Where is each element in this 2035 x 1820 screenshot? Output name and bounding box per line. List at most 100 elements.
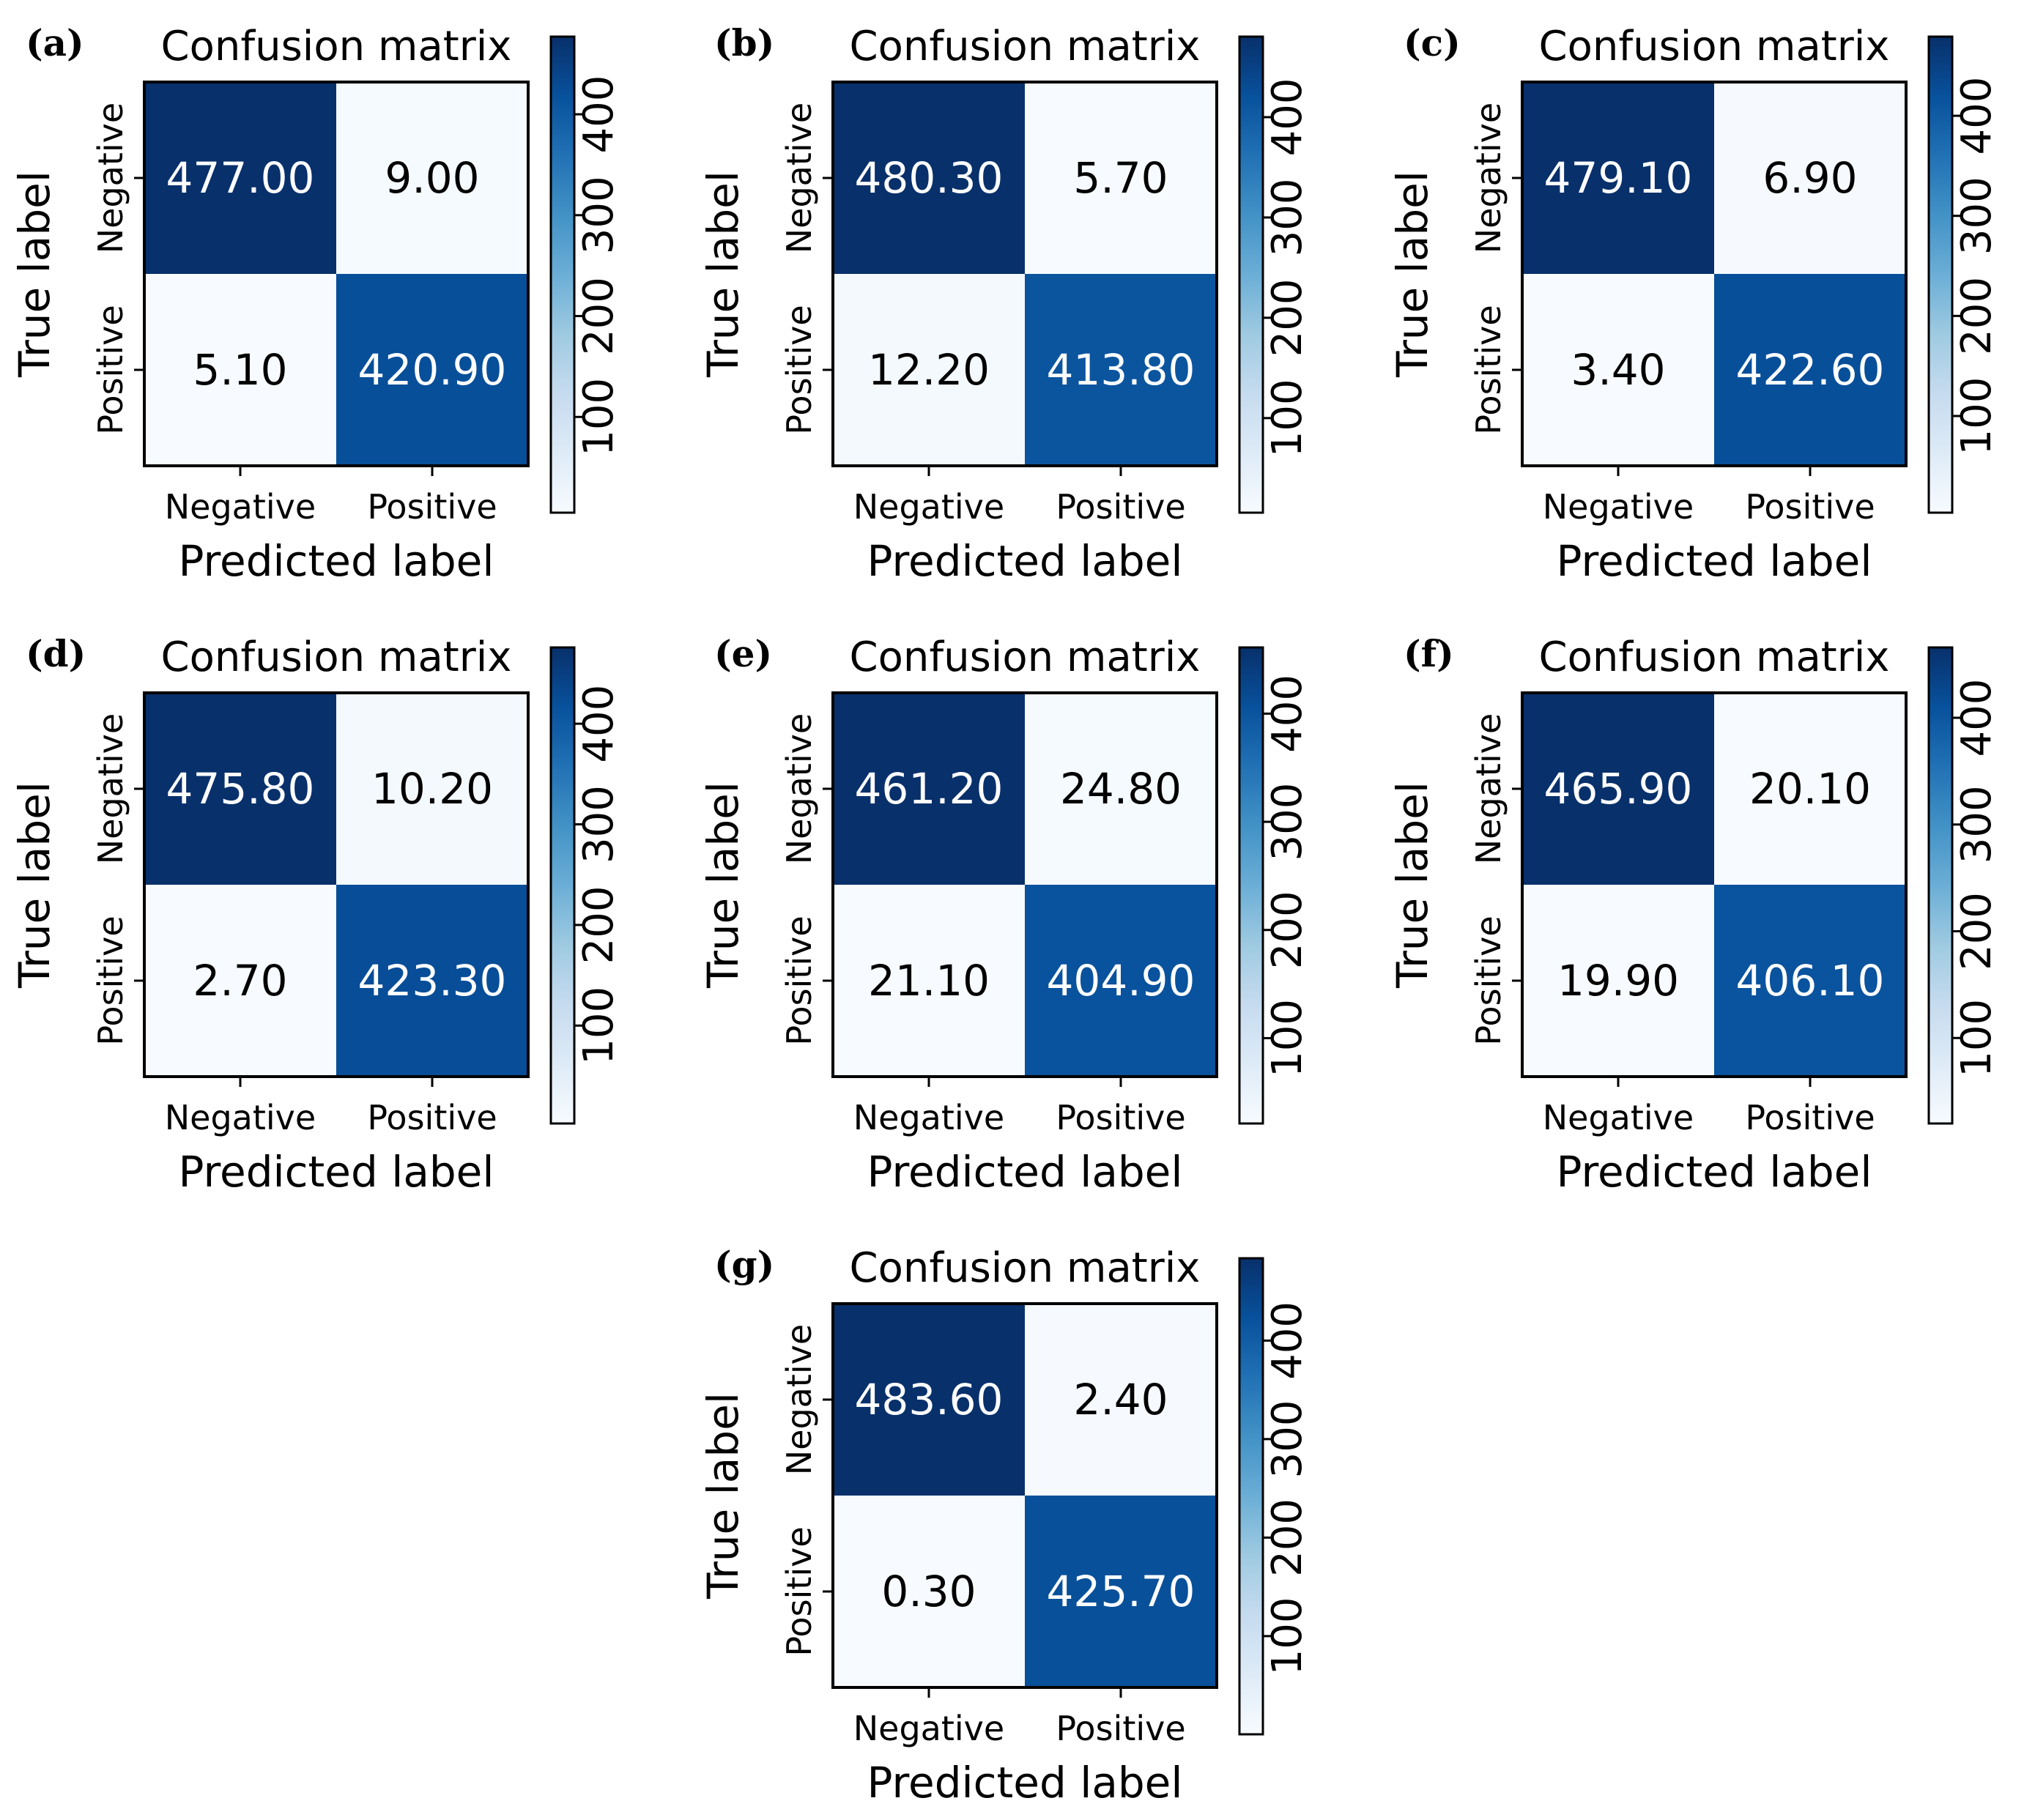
matrix-cell-r0-c1	[1714, 693, 1906, 885]
y-axis-label: True label	[1387, 171, 1437, 378]
y-axis-label: True label	[10, 171, 59, 378]
colorbar	[549, 35, 576, 514]
cell-value-label: 461.20	[855, 764, 1004, 814]
cell-value-label: 479.10	[1544, 153, 1693, 203]
colorbar-tick-label: 200	[575, 885, 623, 964]
confusion-matrix-panel-c: (c) Confusion matrix 479.10 6.90 3.40 422.60 N…	[1387, 21, 2001, 586]
x-axis-label: Predicted label	[867, 1758, 1183, 1808]
matrix-cell-r1-c0	[1522, 274, 1714, 466]
y-tick-label: Negative	[1469, 713, 1508, 864]
matrix-cell-r0-c0	[1522, 82, 1714, 274]
chart-title: Confusion matrix	[1539, 634, 1890, 681]
x-tick-label: Positive	[367, 1098, 497, 1137]
colorbar-tick-label: 400	[575, 75, 623, 154]
y-tick-label: Positive	[779, 305, 819, 434]
cell-value-label: 465.90	[1544, 764, 1693, 814]
matrix-cell-r0-c1	[336, 693, 528, 885]
chart-title: Confusion matrix	[161, 634, 512, 681]
matrix-frame	[1521, 691, 1908, 1078]
cell-value-label: 6.90	[1762, 153, 1857, 203]
panel-label: (c)	[1404, 21, 1461, 64]
colorbar	[1927, 646, 1954, 1125]
confusion-matrix-panel-d: (d) Confusion matrix 475.80 10.20 2.70 423.30…	[10, 632, 623, 1197]
cell-value-label: 423.30	[358, 956, 507, 1006]
confusion-matrix-panel-f: (f) Confusion matrix 465.90 20.10 19.90 406.1…	[1387, 632, 2001, 1197]
matrix-cell-r1-c1	[1025, 274, 1217, 466]
chart-title: Confusion matrix	[161, 23, 512, 70]
matrix-cell-r0-c1	[1025, 1304, 1217, 1496]
cell-value-label: 475.80	[166, 764, 315, 814]
colorbar-tick-label: 100	[575, 987, 623, 1065]
colorbar-tick-label: 400	[1264, 78, 1311, 157]
panel-label: (e)	[714, 632, 772, 675]
cell-value-label: 0.30	[881, 1567, 976, 1616]
matrix-frame	[831, 1302, 1218, 1689]
matrix-cell-r0-c0	[144, 693, 336, 885]
y-tick-label: Negative	[779, 713, 819, 864]
x-tick-label: Negative	[1543, 487, 1694, 527]
x-tick-label: Negative	[165, 487, 316, 527]
colorbar-tick-label: 300	[575, 176, 623, 254]
y-axis-label: True label	[698, 1392, 748, 1600]
matrix-cell-r1-c0	[144, 885, 336, 1077]
colorbar-tick-label: 300	[1953, 785, 2001, 863]
colorbar-tick-label: 300	[575, 785, 623, 863]
matrix-cell-r0-c0	[833, 82, 1025, 274]
chart-title: Confusion matrix	[850, 1244, 1201, 1292]
matrix-cell-r1-c1	[336, 885, 528, 1077]
y-tick-label: Negative	[779, 103, 819, 253]
panel-label: (a)	[26, 21, 84, 64]
matrix-cell-r0-c1	[1714, 82, 1906, 274]
y-axis-label: True label	[698, 171, 748, 378]
matrix-frame	[1521, 81, 1908, 467]
cell-value-label: 404.90	[1047, 956, 1196, 1006]
matrix-frame	[143, 691, 530, 1078]
x-tick-label: Negative	[853, 487, 1004, 527]
x-axis-label: Predicted label	[1557, 536, 1872, 586]
colorbar-tick-label: 200	[1264, 1498, 1311, 1577]
matrix-cell-r1-c0	[144, 274, 336, 466]
cell-value-label: 422.60	[1736, 345, 1885, 395]
colorbar-tick-label: 400	[1264, 1301, 1311, 1380]
matrix-frame	[143, 81, 530, 467]
x-tick-label: Positive	[367, 487, 497, 527]
matrix-cell-r0-c0	[833, 1304, 1025, 1496]
chart-title: Confusion matrix	[850, 634, 1201, 681]
colorbar	[1238, 35, 1264, 514]
y-axis-label: True label	[698, 781, 748, 989]
cell-value-label: 480.30	[855, 153, 1004, 203]
matrix-cell-r1-c1	[1025, 1496, 1217, 1687]
cell-value-label: 406.10	[1736, 956, 1885, 1006]
y-tick-label: Positive	[1469, 305, 1508, 434]
cell-value-label: 12.20	[868, 345, 990, 395]
colorbar-tick-label: 400	[1953, 679, 2001, 757]
chart-title: Confusion matrix	[1539, 23, 1890, 70]
cell-value-label: 420.90	[358, 345, 507, 395]
colorbar	[1238, 1257, 1264, 1736]
colorbar-tick-label: 300	[1264, 783, 1311, 861]
cell-value-label: 24.80	[1060, 764, 1182, 814]
cell-value-label: 413.80	[1047, 345, 1196, 395]
cell-value-label: 5.70	[1073, 153, 1168, 203]
colorbar-tick-label: 100	[1264, 999, 1311, 1077]
colorbar-tick-label: 200	[1264, 278, 1311, 357]
matrix-frame	[831, 81, 1218, 467]
cell-value-label: 2.70	[193, 956, 287, 1006]
colorbar-tick-label: 300	[1953, 177, 2001, 255]
matrix-cell-r0-c1	[336, 82, 528, 274]
x-tick-label: Negative	[853, 1709, 1004, 1748]
cell-value-label: 477.00	[166, 153, 315, 203]
y-tick-label: Positive	[779, 915, 819, 1045]
cell-value-label: 425.70	[1047, 1567, 1196, 1616]
colorbar	[1927, 35, 1954, 514]
matrix-cell-r0-c0	[833, 693, 1025, 885]
colorbar-tick-label: 400	[1953, 77, 2001, 155]
cell-value-label: 21.10	[868, 956, 990, 1006]
colorbar-tick-label: 300	[1264, 178, 1311, 256]
cell-value-label: 20.10	[1749, 764, 1871, 814]
y-tick-label: Positive	[91, 915, 130, 1045]
x-axis-label: Predicted label	[867, 536, 1183, 586]
matrix-cell-r1-c1	[1714, 274, 1906, 466]
confusion-matrix-panel-a: (a) Confusion matrix 477.00 9.00 5.10 420.90 N…	[10, 21, 623, 586]
matrix-cell-r1-c0	[833, 1496, 1025, 1687]
